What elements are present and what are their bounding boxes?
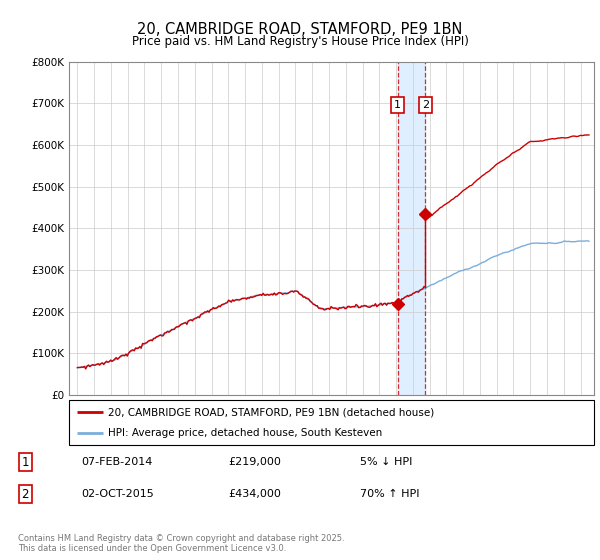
Text: 20, CAMBRIDGE ROAD, STAMFORD, PE9 1BN (detached house): 20, CAMBRIDGE ROAD, STAMFORD, PE9 1BN (d… (109, 408, 434, 418)
Text: £219,000: £219,000 (228, 457, 281, 467)
Text: 70% ↑ HPI: 70% ↑ HPI (360, 489, 419, 500)
Text: 2: 2 (22, 488, 29, 501)
Text: Price paid vs. HM Land Registry's House Price Index (HPI): Price paid vs. HM Land Registry's House … (131, 35, 469, 48)
Text: 2: 2 (422, 100, 429, 110)
Text: 1: 1 (394, 100, 401, 110)
Bar (398, 62, 425, 395)
Text: Contains HM Land Registry data © Crown copyright and database right 2025.
This d: Contains HM Land Registry data © Crown c… (18, 534, 344, 553)
Text: 20, CAMBRIDGE ROAD, STAMFORD, PE9 1BN: 20, CAMBRIDGE ROAD, STAMFORD, PE9 1BN (137, 22, 463, 38)
Text: 02-OCT-2015: 02-OCT-2015 (81, 489, 154, 500)
Text: 5% ↓ HPI: 5% ↓ HPI (360, 457, 412, 467)
Text: 07-FEB-2014: 07-FEB-2014 (81, 457, 152, 467)
Text: £434,000: £434,000 (228, 489, 281, 500)
Text: HPI: Average price, detached house, South Kesteven: HPI: Average price, detached house, Sout… (109, 428, 383, 438)
Text: 1: 1 (22, 456, 29, 469)
FancyBboxPatch shape (69, 400, 594, 445)
